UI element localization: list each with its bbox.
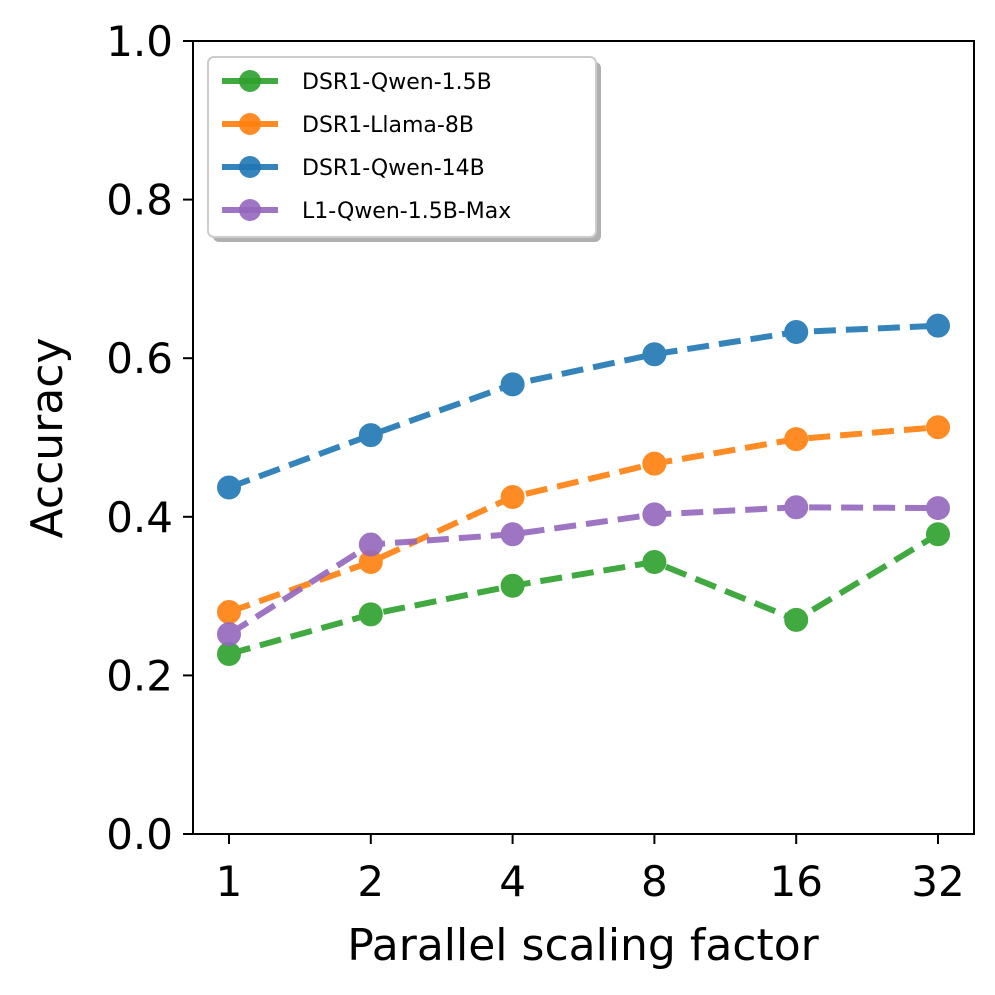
- legend-marker: [239, 156, 261, 178]
- y-tick-label: 0.8: [106, 176, 173, 225]
- data-point: [642, 342, 667, 367]
- data-point: [500, 484, 525, 509]
- series-3: [217, 495, 950, 647]
- data-point: [500, 522, 525, 547]
- data-point: [500, 372, 525, 397]
- data-point: [217, 622, 241, 647]
- y-tick-label: 0.6: [106, 334, 173, 383]
- y-tick-label: 0.0: [106, 810, 173, 859]
- series-2: [217, 313, 950, 500]
- plot-frame: [192, 40, 975, 835]
- series-1: [217, 415, 950, 624]
- legend-label: DSR1-Qwen-14B: [302, 156, 485, 181]
- legend-box: [207, 56, 597, 238]
- data-point: [784, 607, 809, 632]
- y-tick-label: 0.4: [106, 493, 173, 542]
- x-tick-label: 4: [499, 857, 526, 906]
- legend: DSR1-Qwen-1.5B DSR1-Llama-8B DSR1-Qwen-14B…: [207, 56, 601, 242]
- data-point: [926, 313, 950, 338]
- series-0: [217, 522, 950, 666]
- x-tick-label: 32: [911, 857, 964, 906]
- data-point: [358, 532, 383, 557]
- x-axis: 1 2 4 8 16 32: [216, 834, 965, 906]
- legend-label: DSR1-Qwen-1.5B: [302, 70, 492, 95]
- x-tick-label: 2: [357, 857, 384, 906]
- legend-marker: [239, 70, 261, 92]
- legend-marker: [239, 113, 261, 135]
- x-axis-label: Parallel scaling factor: [347, 920, 819, 971]
- data-point: [784, 320, 809, 345]
- legend-item: L1-Qwen-1.5B-Max: [222, 199, 511, 224]
- data-point: [642, 502, 667, 527]
- legend-label: L1-Qwen-1.5B-Max: [302, 199, 511, 224]
- legend-label: DSR1-Llama-8B: [302, 113, 474, 138]
- data-point: [358, 602, 383, 627]
- data-point: [358, 423, 383, 448]
- x-tick-label: 1: [216, 857, 243, 906]
- y-axis-label: Accuracy: [22, 338, 73, 539]
- legend-item: DSR1-Llama-8B: [222, 113, 474, 138]
- series-line: [227, 322, 939, 491]
- y-tick-label: 0.2: [106, 651, 173, 700]
- y-axis: 0.0 0.2 0.4 0.6 0.8 1.0: [106, 17, 193, 859]
- data-point: [217, 599, 241, 624]
- legend-marker: [239, 199, 261, 221]
- data-point: [217, 641, 241, 666]
- data-point: [784, 427, 809, 452]
- data-point: [642, 451, 667, 476]
- series-line: [228, 424, 939, 615]
- x-tick-label: 8: [641, 857, 668, 906]
- series-line: [228, 531, 940, 657]
- y-tick-label: 1.0: [106, 17, 173, 66]
- data-point: [642, 550, 667, 575]
- legend-item: DSR1-Qwen-14B: [222, 156, 485, 181]
- data-point: [784, 495, 809, 520]
- series-line: [227, 504, 939, 637]
- data-point: [926, 496, 950, 521]
- data-point: [500, 573, 525, 598]
- legend-item: DSR1-Qwen-1.5B: [222, 70, 492, 95]
- data-point: [926, 522, 950, 547]
- data-point: [926, 415, 950, 440]
- data-point: [217, 475, 241, 500]
- series-layer: [217, 313, 950, 666]
- x-tick-label: 16: [769, 857, 822, 906]
